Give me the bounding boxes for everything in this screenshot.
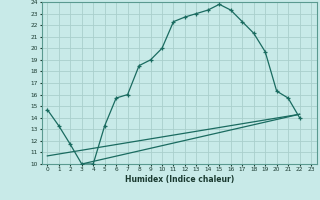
- X-axis label: Humidex (Indice chaleur): Humidex (Indice chaleur): [124, 175, 234, 184]
